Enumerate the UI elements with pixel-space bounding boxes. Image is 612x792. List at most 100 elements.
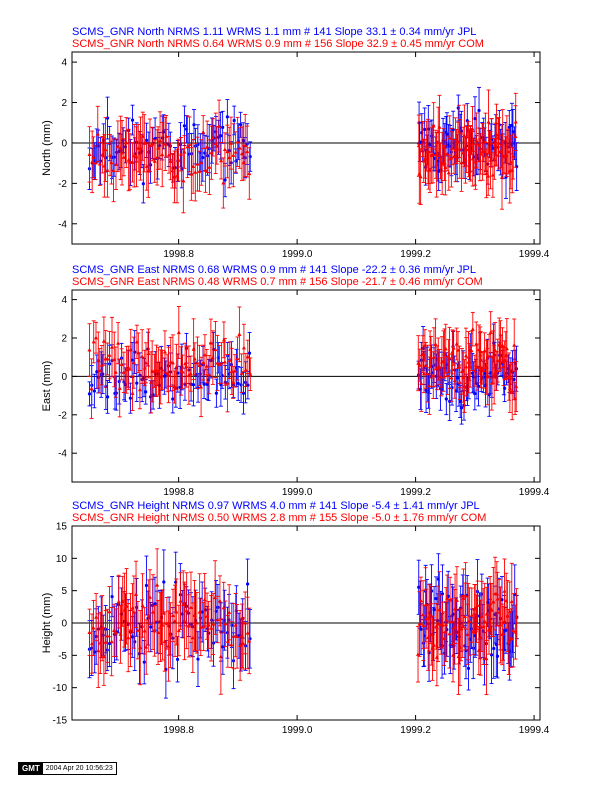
data-point-com-78 xyxy=(245,596,250,670)
data-point-com-46 xyxy=(180,354,185,389)
y-tick-label-2: -5 xyxy=(58,651,67,662)
data-point-com-14 xyxy=(116,322,121,365)
data-point-com-128 xyxy=(478,133,483,175)
data-point-com-27 xyxy=(142,114,147,173)
data-point-com-92 xyxy=(431,619,436,671)
data-point-com-61 xyxy=(211,593,216,656)
data-point-com-19 xyxy=(126,345,131,391)
data-point-jpl-2 xyxy=(92,373,97,409)
y-tick-label-5: 10 xyxy=(56,554,68,565)
data-point-com-2 xyxy=(91,599,96,656)
data-point-com-69 xyxy=(227,341,232,379)
data-point-com-122 xyxy=(470,311,475,347)
data-point-com-102 xyxy=(445,574,450,622)
plot-timestamp: 2004 Apr 20 10:56:23 xyxy=(42,763,116,774)
data-point-com-82 xyxy=(418,576,423,625)
data-point-com-53 xyxy=(194,592,199,654)
data-point-com-9 xyxy=(105,608,110,663)
data-point-com-51 xyxy=(190,602,195,673)
data-point-com-17 xyxy=(121,351,126,393)
data-point-com-71 xyxy=(231,366,236,399)
data-point-com-80 xyxy=(416,114,421,177)
data-point-com-152 xyxy=(510,362,515,421)
data-point-com-77 xyxy=(243,591,248,655)
data-point-com-63 xyxy=(214,126,219,165)
plot-frame xyxy=(71,289,541,483)
data-point-com-94 xyxy=(434,132,439,198)
data-point-com-74 xyxy=(237,127,242,169)
data-layer xyxy=(87,86,519,214)
y-tick-label-1: -10 xyxy=(53,683,68,694)
data-point-com-55 xyxy=(198,598,203,657)
data-point-com-144 xyxy=(499,144,504,210)
data-point-com-87 xyxy=(425,344,430,403)
data-point-com-77 xyxy=(243,113,248,177)
data-point-com-125 xyxy=(474,112,479,169)
data-point-jpl-59 xyxy=(220,110,225,144)
data-point-com-38 xyxy=(164,596,169,650)
data-point-jpl-68 xyxy=(241,371,246,415)
data-point-com-59 xyxy=(207,355,212,395)
data-point-com-50 xyxy=(188,355,193,392)
data-point-com-36 xyxy=(160,589,165,661)
data-point-com-60 xyxy=(209,594,214,662)
data-point-com-41 xyxy=(170,152,175,189)
data-point-com-9 xyxy=(105,142,110,198)
data-point-jpl-60 xyxy=(223,364,228,400)
data-point-com-40 xyxy=(168,336,173,387)
data-point-com-57 xyxy=(202,572,207,627)
data-point-com-31 xyxy=(150,126,155,162)
data-point-com-4 xyxy=(96,613,101,688)
data-point-com-23 xyxy=(134,126,139,188)
data-point-com-43 xyxy=(174,578,179,646)
data-point-com-153 xyxy=(511,133,516,180)
data-point-com-7 xyxy=(101,627,106,686)
y-tick-label-6: 15 xyxy=(56,522,68,533)
data-point-jpl-95 xyxy=(450,369,455,406)
data-point-com-120 xyxy=(468,125,473,182)
data-point-com-144 xyxy=(500,327,505,364)
data-point-com-67 xyxy=(222,132,227,167)
data-point-com-63 xyxy=(215,334,220,391)
data-point-com-73 xyxy=(235,116,240,167)
data-point-jpl-43 xyxy=(184,115,189,144)
data-point-com-101 xyxy=(443,139,448,196)
data-point-com-0 xyxy=(87,608,92,657)
data-point-com-71 xyxy=(231,603,236,670)
gmt-logo: GMT xyxy=(19,763,43,774)
y-tick-label-2: 0 xyxy=(61,372,67,383)
data-point-com-59 xyxy=(206,600,211,649)
data-point-com-121 xyxy=(469,330,474,371)
data-point-com-67 xyxy=(223,600,228,648)
data-point-com-47 xyxy=(182,581,187,661)
data-point-com-115 xyxy=(462,104,467,168)
data-point-jpl-3 xyxy=(94,354,99,389)
data-point-com-151 xyxy=(509,562,514,641)
data-point-com-135 xyxy=(488,131,493,190)
data-point-com-58 xyxy=(204,348,209,384)
data-point-com-32 xyxy=(152,139,157,183)
data-point-com-22 xyxy=(131,336,136,389)
data-point-com-45 xyxy=(179,137,184,172)
x-tick-label-1: 1999.0 xyxy=(282,487,313,498)
data-point-com-132 xyxy=(484,586,489,641)
data-point-com-106 xyxy=(450,131,455,166)
data-point-com-18 xyxy=(124,345,129,394)
data-point-com-15 xyxy=(117,359,122,418)
data-point-com-108 xyxy=(452,362,457,399)
data-point-com-65 xyxy=(219,141,224,180)
data-point-com-52 xyxy=(192,342,197,376)
data-point-com-42 xyxy=(172,370,177,404)
data-point-com-3 xyxy=(94,593,99,642)
data-layer xyxy=(87,306,519,425)
data-point-com-73 xyxy=(235,604,240,669)
data-point-com-25 xyxy=(138,116,143,181)
data-point-com-25 xyxy=(138,609,143,686)
data-point-com-64 xyxy=(217,345,222,385)
x-tick-label-3: 1999.4 xyxy=(519,249,550,260)
data-point-com-149 xyxy=(506,128,511,175)
data-point-com-22 xyxy=(131,575,136,649)
data-point-com-140 xyxy=(494,103,499,166)
data-point-com-142 xyxy=(496,117,501,170)
